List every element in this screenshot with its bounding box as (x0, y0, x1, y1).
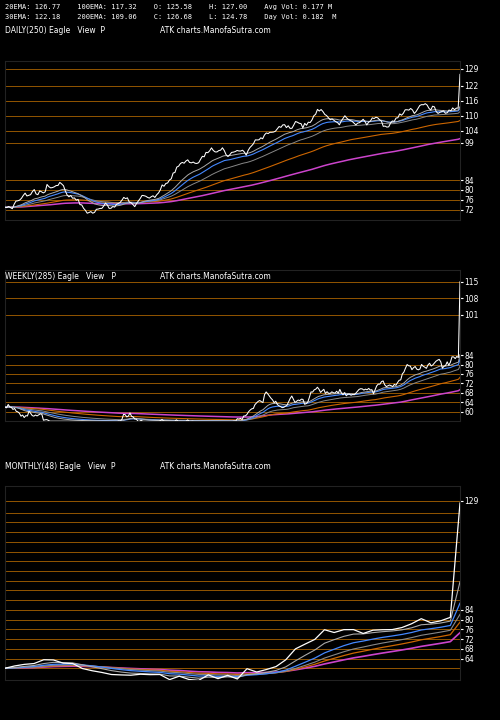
Text: MONTHLY(48) Eagle   View  P: MONTHLY(48) Eagle View P (5, 462, 116, 472)
Text: ATK charts.ManofaSutra.com: ATK charts.ManofaSutra.com (160, 462, 271, 472)
Text: ATK charts.ManofaSutra.com: ATK charts.ManofaSutra.com (160, 272, 271, 281)
Text: ATK charts.ManofaSutra.com: ATK charts.ManofaSutra.com (160, 26, 271, 35)
Text: WEEKLY(285) Eagle   View   P: WEEKLY(285) Eagle View P (5, 272, 116, 281)
Text: 30EMA: 122.18    200EMA: 109.06    C: 126.68    L: 124.78    Day Vol: 0.182  M: 30EMA: 122.18 200EMA: 109.06 C: 126.68 L… (5, 14, 336, 19)
Text: DAILY(250) Eagle   View  P: DAILY(250) Eagle View P (5, 26, 105, 35)
Text: 20EMA: 126.77    100EMA: 117.32    O: 125.58    H: 127.00    Avg Vol: 0.177 M: 20EMA: 126.77 100EMA: 117.32 O: 125.58 H… (5, 4, 332, 10)
